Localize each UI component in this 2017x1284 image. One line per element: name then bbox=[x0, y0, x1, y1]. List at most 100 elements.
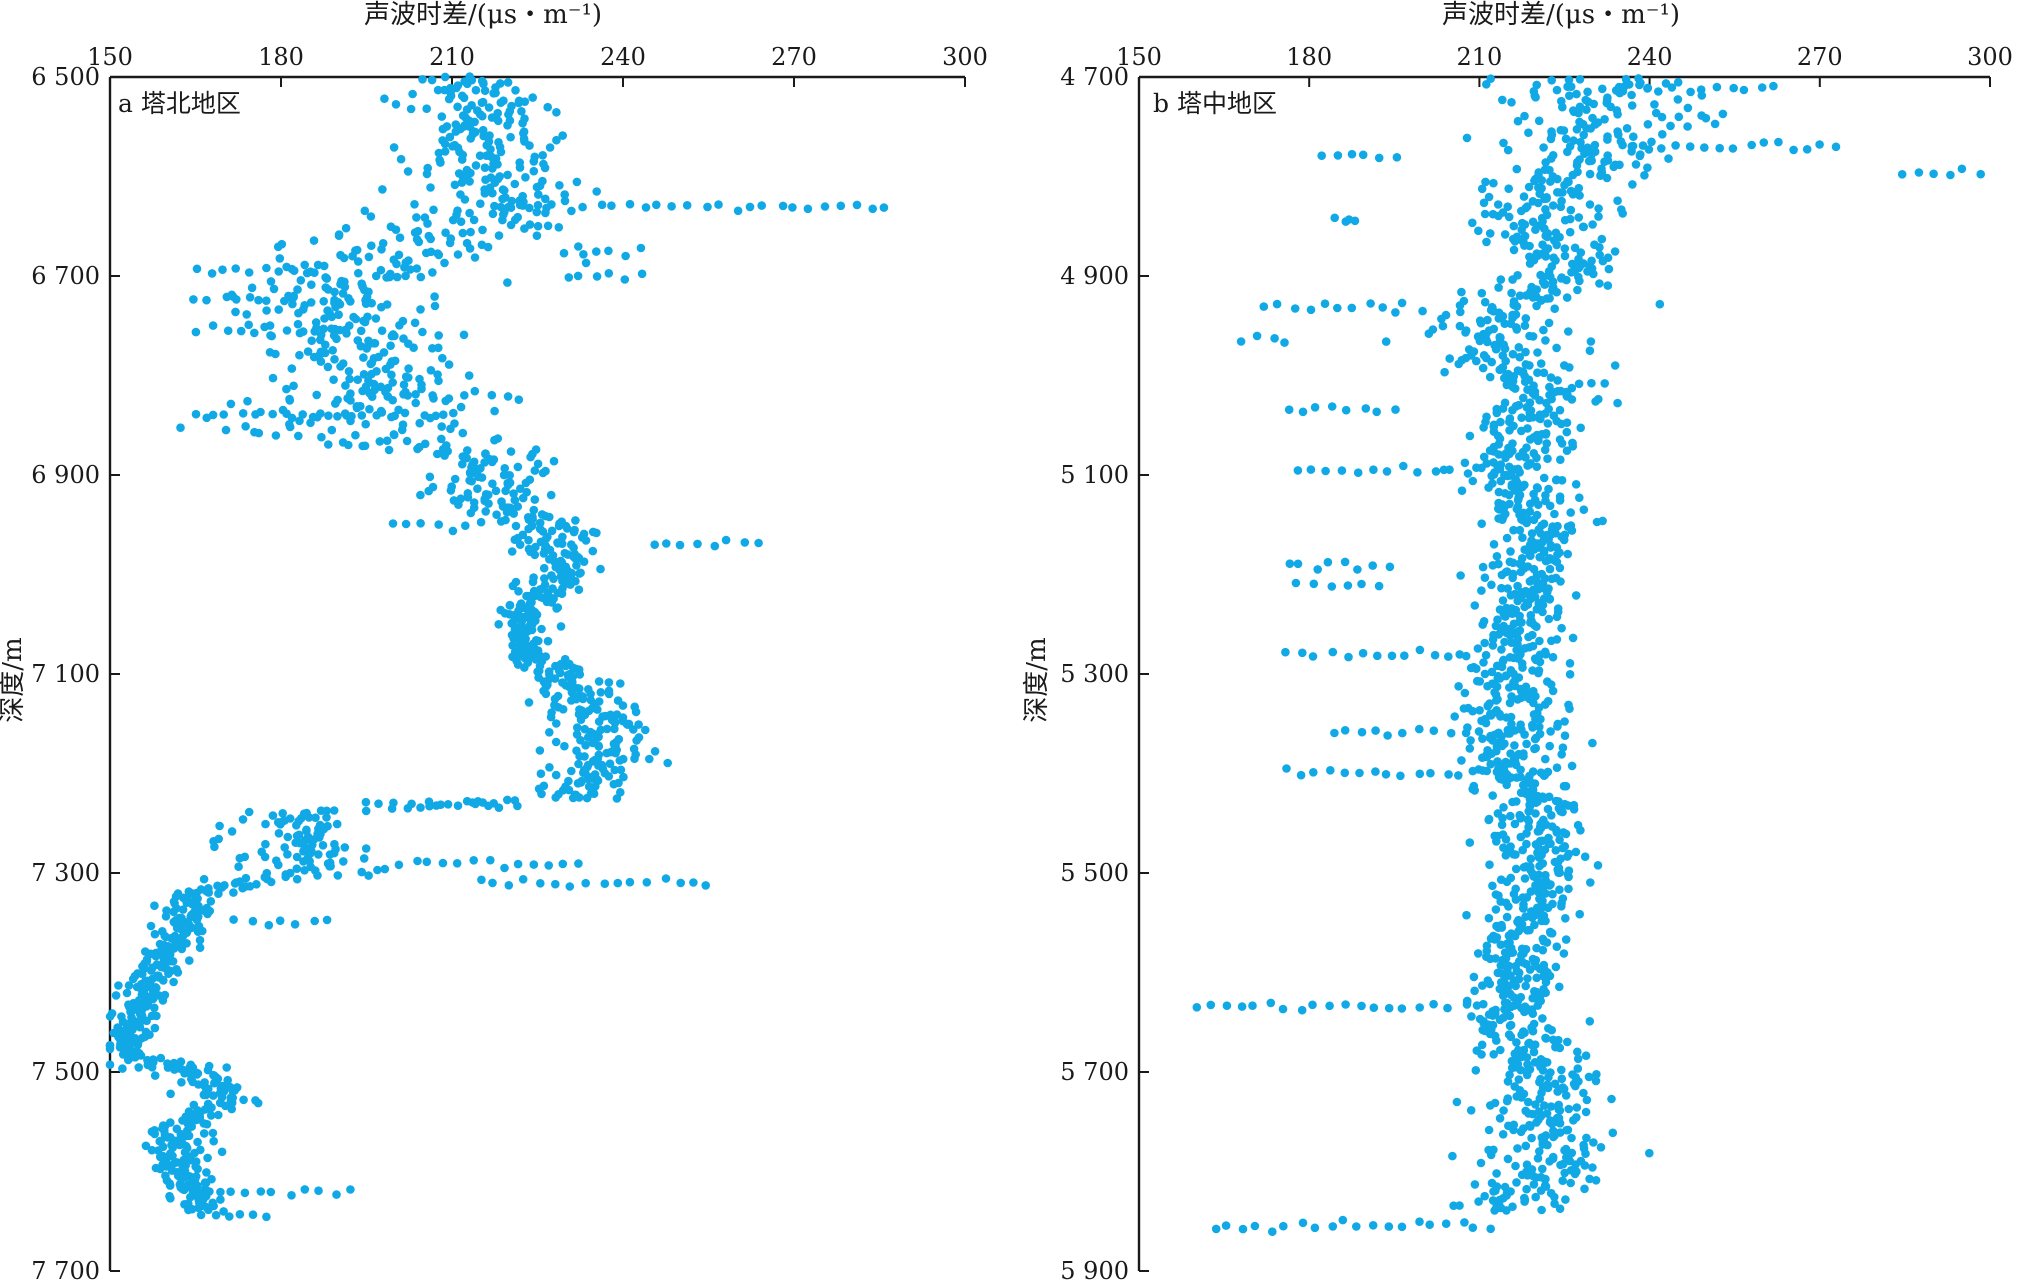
data-point bbox=[380, 864, 390, 874]
data-point bbox=[293, 319, 303, 329]
data-point bbox=[1480, 297, 1490, 307]
data-point bbox=[416, 305, 425, 314]
data-point bbox=[1355, 768, 1364, 778]
data-point bbox=[1747, 140, 1756, 150]
data-point bbox=[394, 860, 404, 870]
data-point bbox=[1524, 413, 1534, 423]
data-point bbox=[596, 564, 605, 574]
data-point bbox=[1560, 731, 1570, 740]
data-point bbox=[652, 200, 661, 210]
data-point bbox=[1508, 573, 1517, 583]
data-point bbox=[1488, 635, 1498, 644]
data-point bbox=[1497, 645, 1506, 654]
data-point bbox=[357, 411, 367, 420]
data-point bbox=[539, 563, 549, 573]
data-point bbox=[1505, 1011, 1515, 1021]
data-point bbox=[289, 381, 298, 391]
data-point bbox=[498, 194, 507, 204]
data-point bbox=[1347, 149, 1357, 159]
data-point bbox=[556, 668, 565, 678]
data-point bbox=[418, 327, 427, 337]
data-point bbox=[150, 1129, 159, 1139]
data-point bbox=[689, 878, 698, 887]
data-point bbox=[1371, 726, 1380, 735]
data-point bbox=[202, 413, 211, 423]
data-point bbox=[1701, 113, 1711, 123]
data-point bbox=[1468, 766, 1478, 776]
y-tick-label: 4 700 bbox=[1060, 63, 1129, 91]
data-point bbox=[409, 343, 418, 353]
data-point bbox=[1513, 496, 1523, 505]
data-point bbox=[1515, 352, 1524, 362]
data-point bbox=[1371, 767, 1380, 776]
data-point bbox=[1472, 1001, 1482, 1010]
data-point bbox=[1802, 145, 1812, 154]
data-point bbox=[254, 295, 263, 305]
data-point bbox=[503, 278, 512, 287]
data-point bbox=[358, 386, 367, 396]
data-point bbox=[331, 399, 340, 408]
data-point bbox=[1536, 1186, 1546, 1195]
data-point bbox=[345, 321, 354, 330]
data-point bbox=[1492, 696, 1501, 705]
data-point bbox=[273, 242, 283, 252]
data-point bbox=[488, 209, 498, 219]
data-point bbox=[1511, 864, 1521, 874]
data-point bbox=[1531, 1173, 1541, 1182]
data-point bbox=[283, 832, 293, 842]
data-point bbox=[1946, 170, 1955, 180]
data-point bbox=[543, 636, 553, 646]
y-tick-label: 7 700 bbox=[31, 1257, 100, 1284]
data-point bbox=[1486, 1150, 1496, 1160]
data-point bbox=[1666, 121, 1675, 131]
data-point bbox=[169, 944, 179, 953]
data-point bbox=[1519, 904, 1528, 913]
data-point bbox=[391, 225, 401, 234]
data-point bbox=[123, 1055, 133, 1065]
data-point bbox=[539, 549, 549, 558]
data-point bbox=[389, 798, 398, 808]
data-point bbox=[558, 131, 567, 140]
data-point bbox=[336, 362, 345, 371]
data-point bbox=[788, 203, 797, 212]
data-point bbox=[1513, 581, 1522, 591]
data-point bbox=[327, 425, 337, 435]
data-point bbox=[1529, 1180, 1539, 1189]
data-point bbox=[541, 689, 551, 699]
data-point bbox=[1555, 405, 1565, 415]
data-point bbox=[1415, 769, 1425, 779]
data-point bbox=[1575, 909, 1584, 919]
data-point bbox=[389, 430, 399, 440]
data-point bbox=[484, 499, 493, 508]
data-point bbox=[610, 765, 619, 775]
data-point bbox=[175, 1064, 184, 1073]
data-point bbox=[1520, 1197, 1529, 1206]
data-point bbox=[322, 274, 332, 283]
data-point bbox=[1415, 724, 1424, 734]
data-point bbox=[1498, 991, 1508, 1000]
data-point bbox=[1250, 1221, 1260, 1231]
data-point bbox=[209, 1136, 218, 1146]
data-point bbox=[1559, 781, 1569, 791]
data-point bbox=[1503, 584, 1512, 593]
data-point bbox=[1553, 722, 1562, 731]
data-point bbox=[1729, 83, 1738, 93]
data-point bbox=[1385, 562, 1395, 572]
data-point bbox=[1504, 212, 1514, 222]
data-point bbox=[392, 259, 401, 269]
data-point bbox=[1533, 570, 1543, 580]
data-point bbox=[1515, 611, 1524, 621]
data-point bbox=[1545, 501, 1555, 511]
data-point bbox=[1505, 426, 1514, 435]
data-point bbox=[1610, 361, 1620, 370]
data-point bbox=[1523, 461, 1532, 470]
data-point bbox=[514, 98, 524, 108]
data-point bbox=[1415, 645, 1425, 655]
data-point bbox=[1582, 1095, 1592, 1105]
data-point bbox=[1527, 1133, 1536, 1143]
data-point bbox=[1496, 1045, 1505, 1055]
data-point bbox=[1488, 561, 1498, 570]
data-point bbox=[361, 797, 371, 807]
data-point bbox=[1306, 305, 1316, 315]
data-point bbox=[1484, 913, 1494, 923]
